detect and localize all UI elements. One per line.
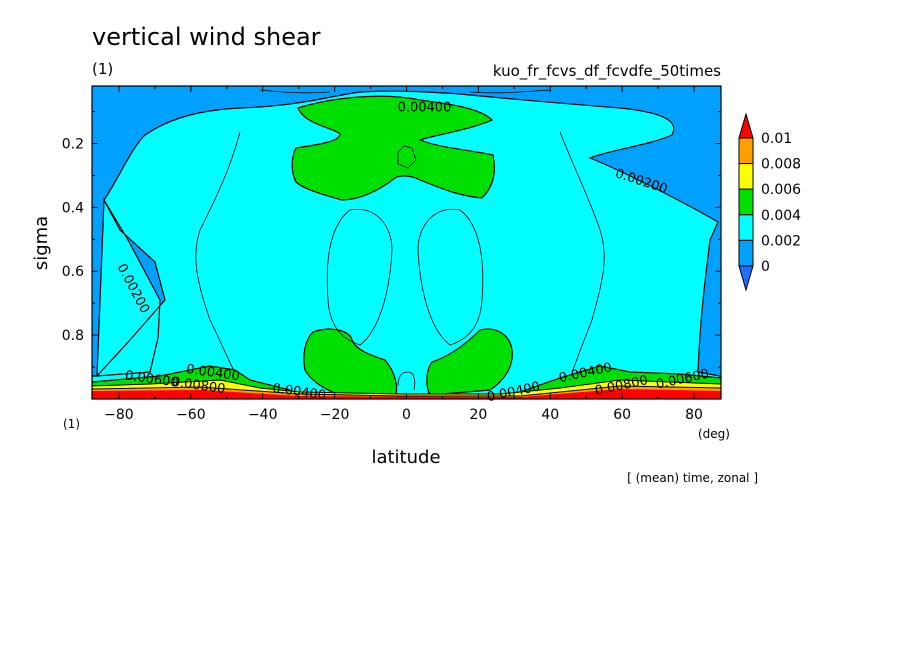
x-tick-label: −80 (104, 407, 134, 423)
thin-contour-center-left (326, 208, 393, 346)
x-unit-label: (deg) (698, 427, 730, 441)
contour-field (92, 86, 721, 399)
x-tick-label: 60 (613, 407, 631, 423)
contour-label: 0.00400 (185, 362, 240, 384)
averaging-note: [ (mean) time, zonal ] (627, 471, 758, 485)
colorbar-segment (738, 239, 754, 267)
thin-contour-left (195, 131, 241, 373)
chart-title: vertical wind shear (92, 23, 321, 51)
field-green-upper (291, 95, 495, 201)
y-tick-label: 0.2 (62, 136, 84, 152)
x-tick-label: 80 (685, 407, 703, 423)
colorbar-label: 0.004 (761, 208, 801, 224)
colorbar-label: 0 (761, 259, 770, 275)
variable-unit-label: (1) (92, 60, 113, 78)
colorbar-segment (738, 163, 754, 190)
x-tick-label: 40 (541, 407, 559, 423)
thin-contour-top (259, 89, 551, 94)
y-axis: 0.2 0.4 0.6 0.8 (62, 111, 721, 368)
x-tick-label: −40 (248, 407, 278, 423)
thin-contour-peak (397, 145, 417, 169)
x-axis: −80 −60 −40 −20 0 20 40 60 80 (104, 86, 703, 423)
y-tick-label: 0.4 (62, 200, 84, 216)
contour-label: 0.00600 (124, 368, 179, 390)
colorbar-label: 0.006 (761, 182, 801, 198)
field-green-right-lower (426, 328, 513, 396)
y-tick-label: 0.8 (62, 328, 84, 344)
colorbar-top-arrow (738, 112, 754, 139)
colorbar-label: 0.002 (761, 233, 801, 249)
field-cyan-region (92, 90, 721, 399)
colorbar-segment (738, 188, 754, 216)
field-green-left-lower (303, 328, 398, 396)
colorbar-label: 0.008 (761, 157, 801, 173)
run-name-label: kuo_fr_fcvs_df_fcvdfe_50times (493, 62, 721, 81)
x-tick-label: −20 (320, 407, 350, 423)
colorbar: 0.01 0.008 0.006 0.004 0.002 0 (738, 112, 801, 292)
contour-label: 0.00800 (171, 375, 226, 397)
x-tick-label: 0 (402, 407, 411, 423)
y-unit-label: (1) (63, 417, 80, 431)
contour-label: 0.00400 (271, 381, 326, 403)
colorbar-segment (738, 214, 754, 241)
colorbar-bottom-arrow (738, 265, 754, 292)
colorbar-label: 0.01 (761, 131, 792, 147)
y-axis-title: sigma (31, 216, 52, 270)
x-axis-title: latitude (371, 447, 440, 468)
field-red-band (92, 389, 721, 399)
thin-contour-right (559, 131, 605, 373)
thin-contour-bottom-center (397, 371, 416, 391)
colorbar-segment (738, 137, 754, 165)
thin-contour-center-right (417, 208, 484, 346)
contour-label: 0.00400 (398, 101, 452, 116)
y-tick-label: 0.6 (62, 264, 84, 280)
x-tick-label: 20 (469, 407, 487, 423)
x-tick-label: −60 (176, 407, 206, 423)
